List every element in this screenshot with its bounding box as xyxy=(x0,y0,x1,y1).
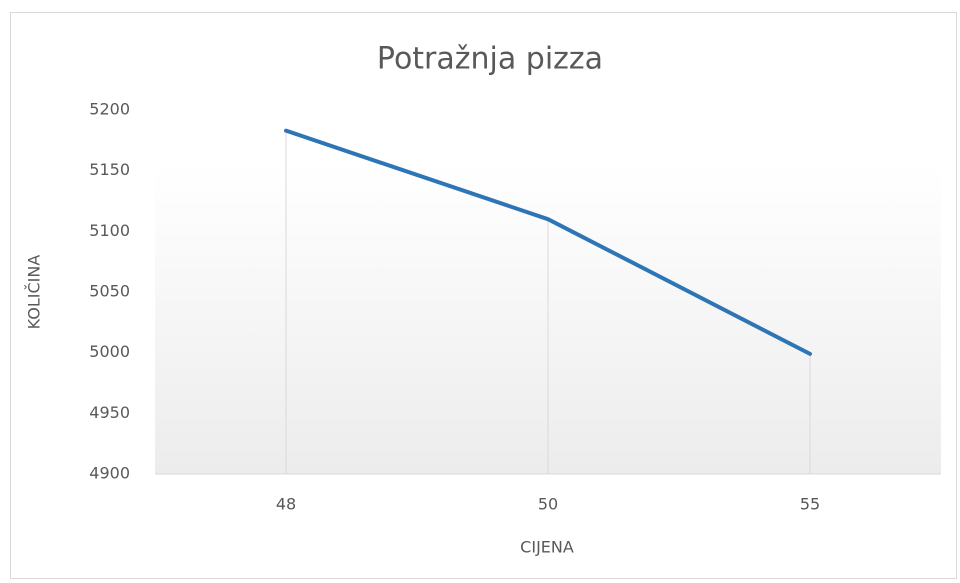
y-tick-label: 5050 xyxy=(89,282,130,301)
x-tick-label: 55 xyxy=(800,495,820,514)
y-tick-label: 5000 xyxy=(89,342,130,361)
y-tick-label: 4900 xyxy=(89,464,130,483)
chart-title: Potražnja pizza xyxy=(377,42,603,77)
y-tick-label: 5150 xyxy=(89,160,130,179)
y-tick-label: 5100 xyxy=(89,221,130,240)
data-line xyxy=(284,128,812,356)
y-tick-label: 5200 xyxy=(89,100,130,119)
x-tick-label: 48 xyxy=(276,495,296,514)
x-axis-title: CIJENA xyxy=(520,538,574,557)
y-axis-title: KOLIČINA xyxy=(25,255,44,330)
x-tick-label: 50 xyxy=(538,495,558,514)
y-tick-label: 4950 xyxy=(89,403,130,422)
